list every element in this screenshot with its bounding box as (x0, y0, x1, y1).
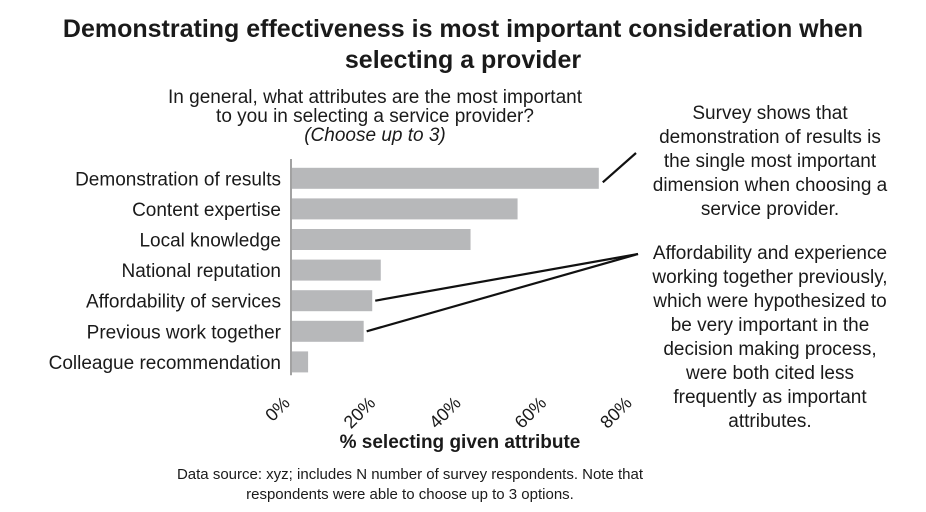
survey-question-line-1: In general, what attributes are the most… (168, 87, 582, 108)
x-tick-label: 40% (425, 393, 465, 433)
category-label-previous-work-together: Previous work together (87, 322, 282, 343)
callout-leader-affordability-of-services (375, 252, 639, 302)
callout-affordability-experience: Affordability and experience working toge… (635, 242, 905, 434)
x-tick-label: 0% (261, 393, 294, 426)
callout-line: Survey shows that (692, 103, 848, 124)
callout-results: Survey shows that demonstration of result… (635, 102, 905, 222)
callout-line: service provider. (700, 199, 840, 220)
callout-line: which were hypothesized to (653, 291, 887, 312)
chart-title-line-2: selecting a provider (344, 46, 582, 74)
callout-line: the single most important (663, 151, 877, 172)
callout-line: decision making process, (663, 339, 877, 360)
chart-title: Demonstrating effectiveness is most impo… (0, 14, 926, 76)
callout-line: Affordability and experience (652, 243, 888, 264)
data-source-footnote: Data source: xyz; includes N number of s… (130, 465, 690, 505)
survey-question-hint: (Choose up to 3) (304, 125, 446, 146)
x-tick-label: 60% (511, 393, 551, 433)
bar-previous-work-together (292, 320, 364, 342)
callout-line: dimension when choosing a (652, 175, 888, 196)
callout-line: attributes. (728, 411, 812, 432)
callout-line: working together previously, (652, 267, 888, 288)
bar-national-reputation (292, 259, 381, 281)
footnote-line-1: Data source: xyz; includes N number of s… (176, 466, 644, 483)
bar-local-knowledge (292, 229, 471, 250)
category-label-affordability-of-services: Affordability of services (86, 292, 281, 313)
chart-title-line-1: Demonstrating effectiveness is most impo… (62, 15, 864, 43)
bar-affordability-of-services (292, 290, 373, 312)
callout-line: were both cited less (686, 363, 854, 384)
callout-leader-demonstration-of-results (602, 152, 637, 184)
category-label-national-reputation: National reputation (122, 261, 282, 282)
callout-leader-previous-work-together (366, 252, 639, 333)
x-axis-label: % selecting given attribute (339, 432, 581, 453)
bar-content-expertise (292, 198, 518, 220)
callout-line: be very important in the (670, 315, 870, 336)
bar-demonstration-of-results (292, 167, 599, 189)
survey-question: In general, what attributes are the most… (100, 88, 650, 145)
bar-colleague-recommendation (292, 351, 309, 373)
footnote-line-2: respondents were able to choose up to 3 … (246, 486, 574, 503)
callout-line: frequently as important (673, 387, 867, 408)
survey-question-line-2: to you in selecting a service provider? (216, 106, 534, 127)
x-tick-label: 80% (596, 393, 636, 433)
category-label-colleague-recommendation: Colleague recommendation (49, 353, 281, 374)
callout-line: demonstration of results is (659, 127, 881, 148)
x-tick-label: 20% (340, 393, 380, 433)
category-label-content-expertise: Content expertise (132, 200, 281, 221)
category-label-demonstration-of-results: Demonstration of results (75, 169, 281, 190)
category-label-local-knowledge: Local knowledge (139, 231, 281, 252)
